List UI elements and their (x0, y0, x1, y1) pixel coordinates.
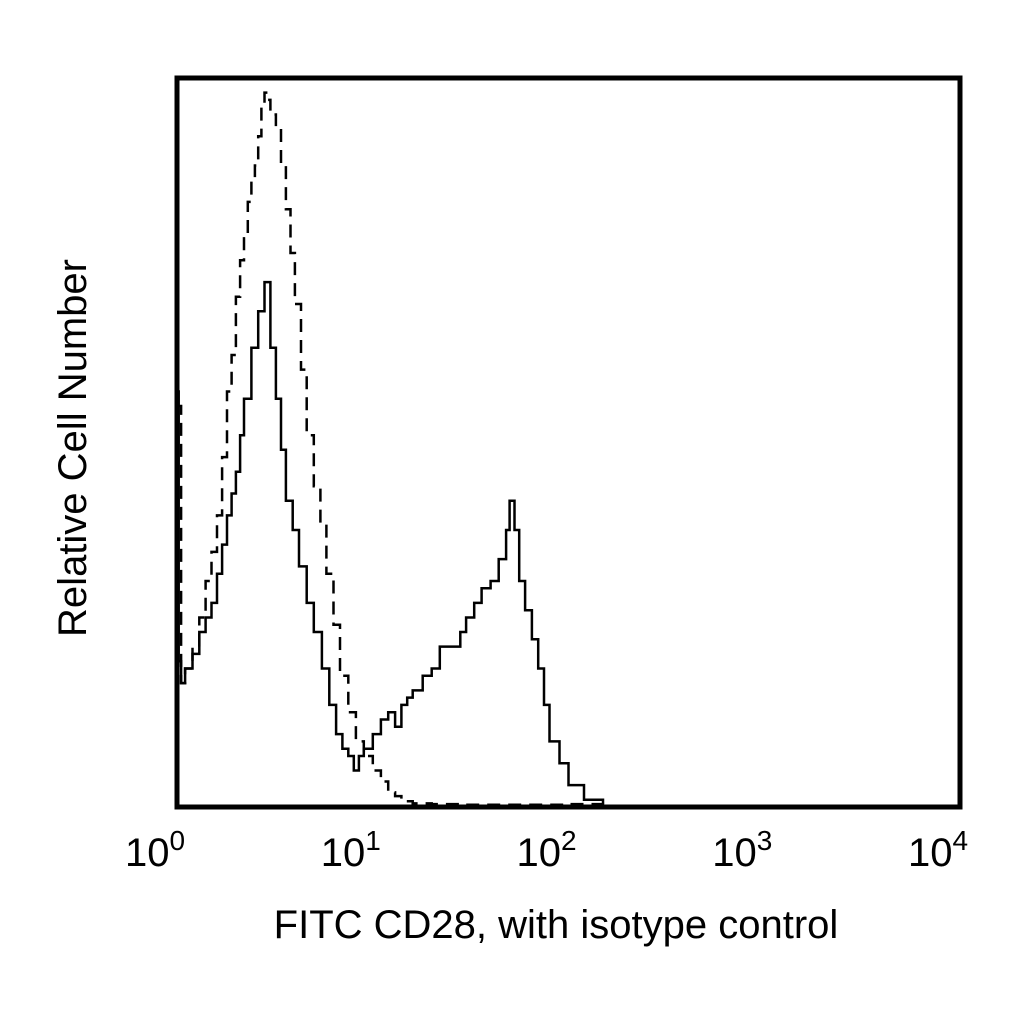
x-tick-labels: 100 101 102 103 104 (125, 825, 968, 875)
series-dashed-histogram (177, 91, 605, 807)
series-solid-histogram (177, 280, 605, 804)
x-tick-label-0: 100 (125, 825, 185, 875)
x-tick-label-2: 102 (516, 825, 576, 875)
x-tick-exponent: 2 (561, 825, 577, 856)
x-tick-base: 10 (516, 831, 561, 875)
x-tick-exponent: 3 (757, 825, 773, 856)
x-tick-exponent: 1 (365, 825, 381, 856)
x-tick-base: 10 (712, 831, 757, 875)
x-tick-label-3: 103 (712, 825, 772, 875)
x-tick-base: 10 (908, 831, 953, 875)
x-axis-title: FITC CD28, with isotype control (274, 903, 839, 947)
series-layer (177, 91, 605, 807)
x-tick-exponent: 0 (169, 825, 185, 856)
x-tick-exponent: 4 (952, 825, 968, 856)
y-axis-title: Relative Cell Number (51, 259, 95, 637)
x-tick-base: 10 (321, 831, 366, 875)
x-tick-base: 10 (125, 831, 170, 875)
x-tick-label-1: 101 (321, 825, 381, 875)
x-tick-label-4: 104 (908, 825, 968, 875)
plot-frame (174, 75, 963, 810)
